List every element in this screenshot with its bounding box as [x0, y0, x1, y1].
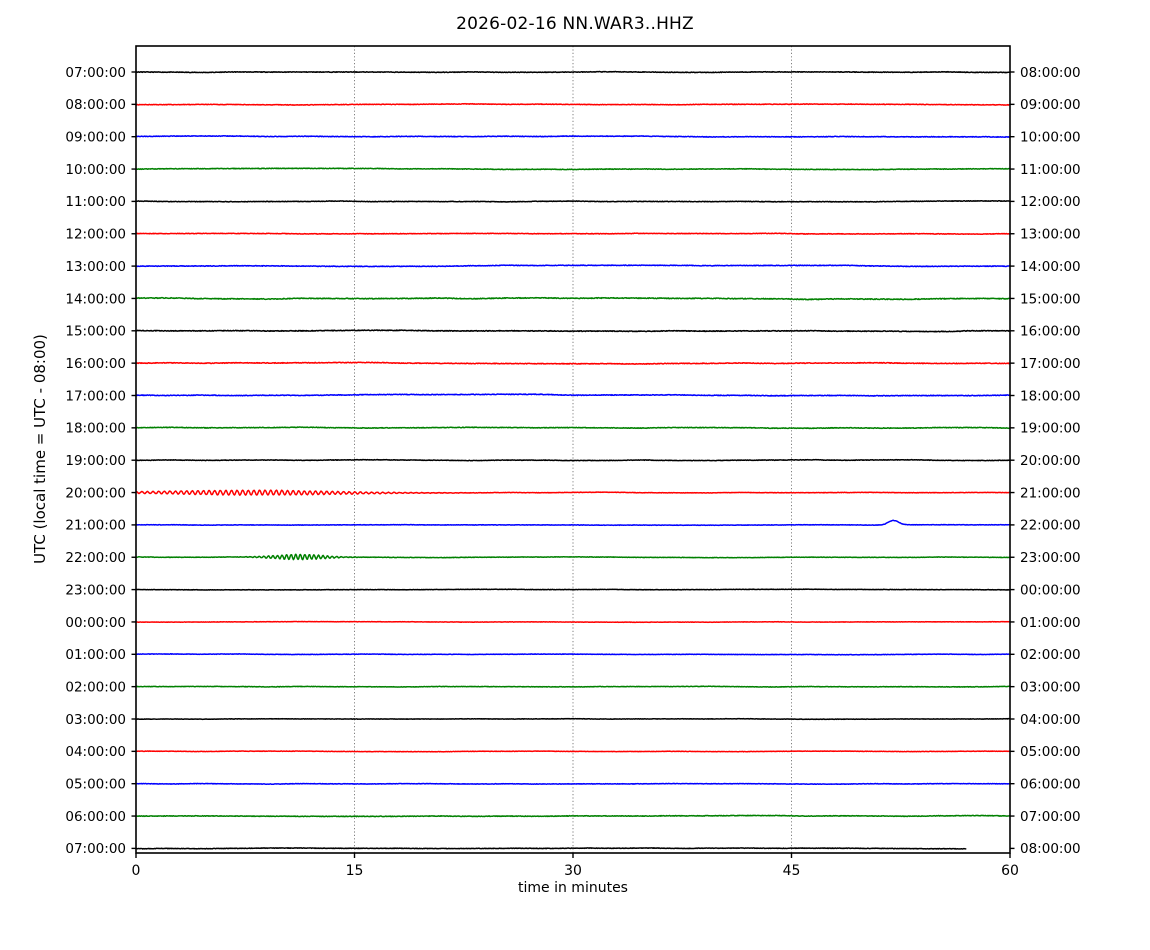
- x-tick-label: 45: [783, 863, 801, 879]
- y-tick-label-right: 20:00:00: [1020, 453, 1081, 469]
- y-tick-label-left: 20:00:00: [65, 485, 126, 501]
- y-tick-label-left: 16:00:00: [65, 356, 126, 372]
- axis-frame: [135, 45, 1011, 854]
- y-tick-label-left: 14:00:00: [65, 291, 126, 307]
- x-tick-label: 60: [1001, 863, 1019, 879]
- x-tick-label: 15: [346, 863, 364, 879]
- y-tick-label-left: 13:00:00: [65, 259, 126, 275]
- y-tick-label-left: 22:00:00: [65, 550, 126, 566]
- y-tick-label-left: 02:00:00: [65, 679, 126, 695]
- y-tick-label-right: 07:00:00: [1020, 809, 1081, 825]
- y-tick-label-left: 10:00:00: [65, 162, 126, 178]
- y-tick-label-right: 03:00:00: [1020, 679, 1081, 695]
- y-tick-label-left: 01:00:00: [65, 647, 126, 663]
- y-tick-label-right: 08:00:00: [1020, 841, 1081, 857]
- axis-ticks: [131, 71, 1015, 858]
- y-tick-label-left: 03:00:00: [65, 712, 126, 728]
- y-tick-label-left: 06:00:00: [65, 809, 126, 825]
- y-tick-label-right: 01:00:00: [1020, 615, 1081, 631]
- y-tick-label-left: 18:00:00: [65, 421, 126, 437]
- y-tick-label-right: 02:00:00: [1020, 647, 1081, 663]
- axis-tick-labels: 07:00:00 08:00:00 08:00:00 09:00:00 09:00:00…: [65, 65, 1080, 879]
- y-tick-label-right: 06:00:00: [1020, 777, 1081, 793]
- y-tick-label-right: 04:00:00: [1020, 712, 1081, 728]
- y-tick-label-left: 11:00:00: [65, 194, 126, 210]
- y-tick-label-right: 21:00:00: [1020, 485, 1081, 501]
- y-tick-label-left: 09:00:00: [65, 130, 126, 146]
- y-tick-label-left: 07:00:00: [65, 65, 126, 81]
- y-tick-label-right: 09:00:00: [1020, 97, 1081, 113]
- y-tick-label-left: 08:00:00: [65, 97, 126, 113]
- y-tick-label-right: 12:00:00: [1020, 194, 1081, 210]
- y-tick-label-right: 05:00:00: [1020, 744, 1081, 760]
- x-axis-label: time in minutes: [518, 880, 628, 896]
- x-tick-label: 0: [132, 863, 141, 879]
- y-tick-label-right: 10:00:00: [1020, 130, 1081, 146]
- y-tick-label-right: 22:00:00: [1020, 518, 1081, 534]
- grid-lines: [354, 46, 792, 853]
- y-tick-label-right: 14:00:00: [1020, 259, 1081, 275]
- y-tick-label-left: 21:00:00: [65, 518, 126, 534]
- y-tick-label-left: 23:00:00: [65, 582, 126, 598]
- y-tick-label-left: 17:00:00: [65, 388, 126, 404]
- y-tick-label-right: 00:00:00: [1020, 582, 1081, 598]
- y-tick-label-right: 17:00:00: [1020, 356, 1081, 372]
- y-tick-label-right: 23:00:00: [1020, 550, 1081, 566]
- y-tick-label-left: 05:00:00: [65, 777, 126, 793]
- y-tick-label-right: 08:00:00: [1020, 65, 1081, 81]
- y-tick-label-right: 19:00:00: [1020, 421, 1081, 437]
- y-tick-label-left: 07:00:00: [65, 841, 126, 857]
- x-tick-label: 30: [564, 863, 582, 879]
- y-tick-label-right: 13:00:00: [1020, 227, 1081, 243]
- y-tick-label-left: 04:00:00: [65, 744, 126, 760]
- y-tick-label-right: 16:00:00: [1020, 324, 1081, 340]
- page-title: 2026-02-16 NN.WAR3..HHZ: [456, 14, 694, 34]
- y-tick-label-left: 15:00:00: [65, 324, 126, 340]
- y-tick-label-left: 00:00:00: [65, 615, 126, 631]
- y-tick-label-right: 15:00:00: [1020, 291, 1081, 307]
- y-tick-label-left: 19:00:00: [65, 453, 126, 469]
- y-tick-label-left: 12:00:00: [65, 227, 126, 243]
- y-tick-label-right: 18:00:00: [1020, 388, 1081, 404]
- seismogram-traces: [135, 70, 1011, 850]
- y-tick-label-right: 11:00:00: [1020, 162, 1081, 178]
